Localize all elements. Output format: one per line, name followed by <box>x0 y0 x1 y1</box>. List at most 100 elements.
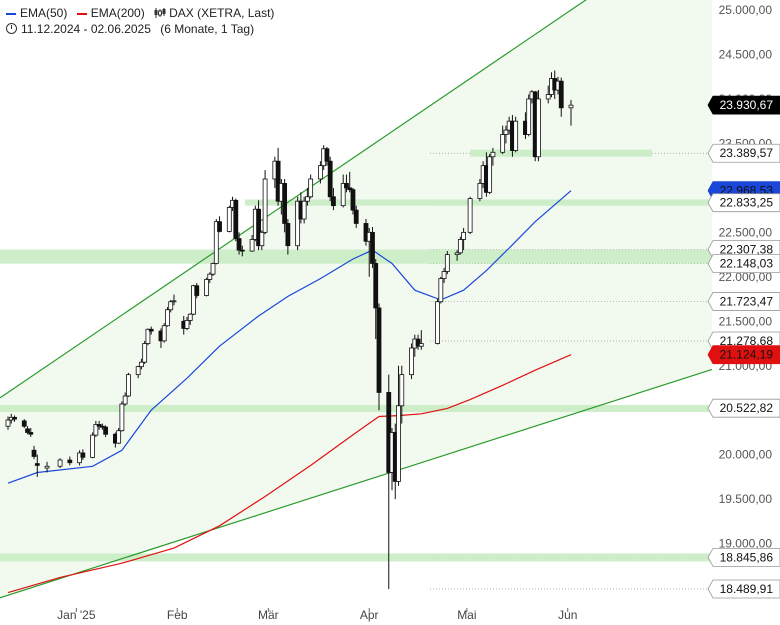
candle-body <box>44 465 50 469</box>
price-tag-bg <box>707 254 780 274</box>
candle-body <box>249 239 255 252</box>
candle-body <box>331 196 336 207</box>
candle-body <box>399 374 405 407</box>
candle-body <box>34 463 40 466</box>
support-zone <box>245 199 712 206</box>
candle-body <box>308 178 314 198</box>
price-tag-last: 23.930,67 <box>707 95 780 115</box>
legend-instrument[interactable]: DAX (XETRA, Last) <box>154 6 274 20</box>
x-tick-label: Jun <box>558 608 577 622</box>
legend-ema200[interactable]: EMA(200) <box>76 6 148 20</box>
price-tag-label: 21.278,68 <box>720 334 774 348</box>
candle-body <box>148 328 154 332</box>
candle-body <box>409 347 414 376</box>
y-tick-label: 22.500,00 <box>719 225 773 239</box>
price-tag-bg <box>707 345 780 365</box>
legend-row-period: 11.12.2024 - 02.06.2025 (6 Monate, 1 Tag… <box>6 21 280 37</box>
candle-body <box>21 420 27 427</box>
y-tick-label: 19.000,00 <box>719 537 773 551</box>
price-tag-label: 23.389,57 <box>720 146 774 160</box>
price-tag-label: 22.307,38 <box>720 242 774 256</box>
price-tag-label: 20.522,82 <box>720 401 774 415</box>
candles-group <box>5 70 574 589</box>
candle-body <box>210 263 216 275</box>
support-zone <box>0 249 712 264</box>
candle-body <box>145 328 151 344</box>
candle-body <box>350 189 356 211</box>
candle-body <box>467 198 473 233</box>
candle-body <box>122 395 128 405</box>
candle-body <box>304 196 310 202</box>
price-tag-level: 22.833,25 <box>707 193 780 213</box>
trend-channel-fill <box>0 0 712 598</box>
price-tag-label: 22.833,25 <box>720 196 774 210</box>
price-tag-level: 18.489,91 <box>707 579 780 599</box>
legend-ema50[interactable]: EMA(50) <box>6 6 71 20</box>
candle-body <box>295 200 301 247</box>
candle-body <box>207 273 213 280</box>
candle-body <box>96 424 102 427</box>
candle-body <box>259 231 265 247</box>
candle-body <box>262 178 268 233</box>
candle-body <box>324 148 330 162</box>
candle-body <box>318 165 323 180</box>
x-tick-label: Jan '25 <box>57 608 96 622</box>
ema50-label: EMA(50) <box>20 6 68 20</box>
price-tag-bg <box>707 398 780 418</box>
candle-body <box>171 300 177 303</box>
x-tick-label: Apr <box>360 608 379 622</box>
price-tag-label: 21.124,19 <box>720 348 774 362</box>
candle-body <box>526 98 532 135</box>
price-tag-label: 21.723,47 <box>720 294 774 308</box>
candle-body <box>194 285 200 296</box>
candle-body <box>490 151 496 158</box>
candle-body <box>126 374 131 397</box>
y-tick-label: 25.000,00 <box>719 3 773 17</box>
candle-body <box>103 426 109 435</box>
candle-body <box>275 160 281 202</box>
candle-body <box>213 221 219 264</box>
price-tag-level: 23.389,57 <box>707 143 780 163</box>
price-tag-level: 22.307,38 <box>707 240 780 259</box>
candle-body <box>31 449 37 457</box>
price-tag-bg <box>707 95 780 115</box>
price-tag-label: 22.148,03 <box>720 257 774 271</box>
price-tag-bg <box>707 193 780 213</box>
candle-body <box>513 120 519 151</box>
candle-body <box>441 271 447 279</box>
candle-body <box>376 307 382 393</box>
ema50-line <box>7 190 572 484</box>
candle-body <box>217 221 222 232</box>
candle-body <box>80 452 86 458</box>
candle-body <box>477 183 483 199</box>
candle-body <box>461 231 467 240</box>
candle-body <box>285 223 291 247</box>
candle-body <box>454 252 460 255</box>
price-tag-level: 21.723,47 <box>707 292 780 311</box>
candle-body <box>25 428 30 433</box>
candle-body <box>256 208 261 247</box>
x-tick-label: Mai <box>457 608 476 622</box>
price-tag-bg <box>707 143 780 163</box>
candle-body <box>5 419 11 427</box>
candle-body <box>77 452 82 464</box>
y-tick-label: 24.500,00 <box>719 47 773 61</box>
candle-body <box>301 200 307 220</box>
instrument-label: DAX (XETRA, Last) <box>169 6 275 20</box>
candle-body <box>340 183 346 207</box>
price-tag-label: 18.489,91 <box>720 582 774 596</box>
candle-body <box>370 231 375 264</box>
upper-trendline <box>0 0 587 399</box>
ema50-swatch <box>6 12 16 15</box>
candle-body <box>119 403 125 432</box>
candle-body <box>139 361 144 368</box>
price-tag-level: 22.148,03 <box>707 254 780 274</box>
price-tag-level: 20.522,82 <box>707 398 780 418</box>
candle-body <box>28 432 34 435</box>
legend-row-indicators: EMA(50) EMA(200) DAX (XETRA, Last) <box>6 5 280 21</box>
candle-body <box>373 263 379 309</box>
candle-body <box>435 301 440 344</box>
ema200-swatch <box>76 12 87 15</box>
price-tag-bg <box>707 579 780 599</box>
